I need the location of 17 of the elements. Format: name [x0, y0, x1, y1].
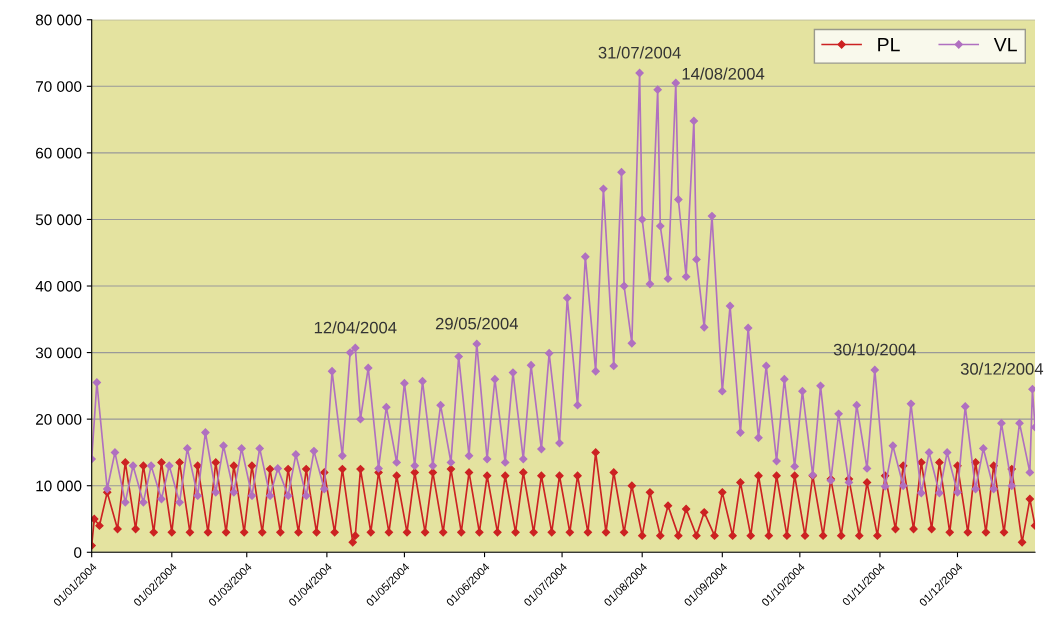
annotation: 30/12/2004 — [960, 362, 1044, 375]
annotation: 30/10/2004 — [833, 343, 917, 356]
y-tick-label: 60 000 — [36, 147, 82, 159]
y-tick-label: 40 000 — [35, 280, 82, 292]
annotation: 31/07/2004 — [598, 46, 681, 59]
y-tick-label: 30 000 — [35, 347, 82, 359]
annotation: 12/04/2004 — [314, 321, 397, 334]
y-tick-label: 70 000 — [36, 81, 82, 92]
annotation: 29/05/2004 — [435, 317, 519, 330]
y-tick-label: 0 — [74, 547, 82, 558]
y-tick-label: 80 000 — [35, 14, 82, 26]
y-tick-label: 10 000 — [36, 480, 82, 492]
legend-label: VL — [993, 37, 1017, 52]
legend-label: PL — [878, 37, 900, 52]
y-tick-label: 20 000 — [36, 414, 82, 425]
annotation: 14/08/2004 — [682, 67, 765, 80]
y-tick-label: 50 000 — [35, 214, 82, 226]
